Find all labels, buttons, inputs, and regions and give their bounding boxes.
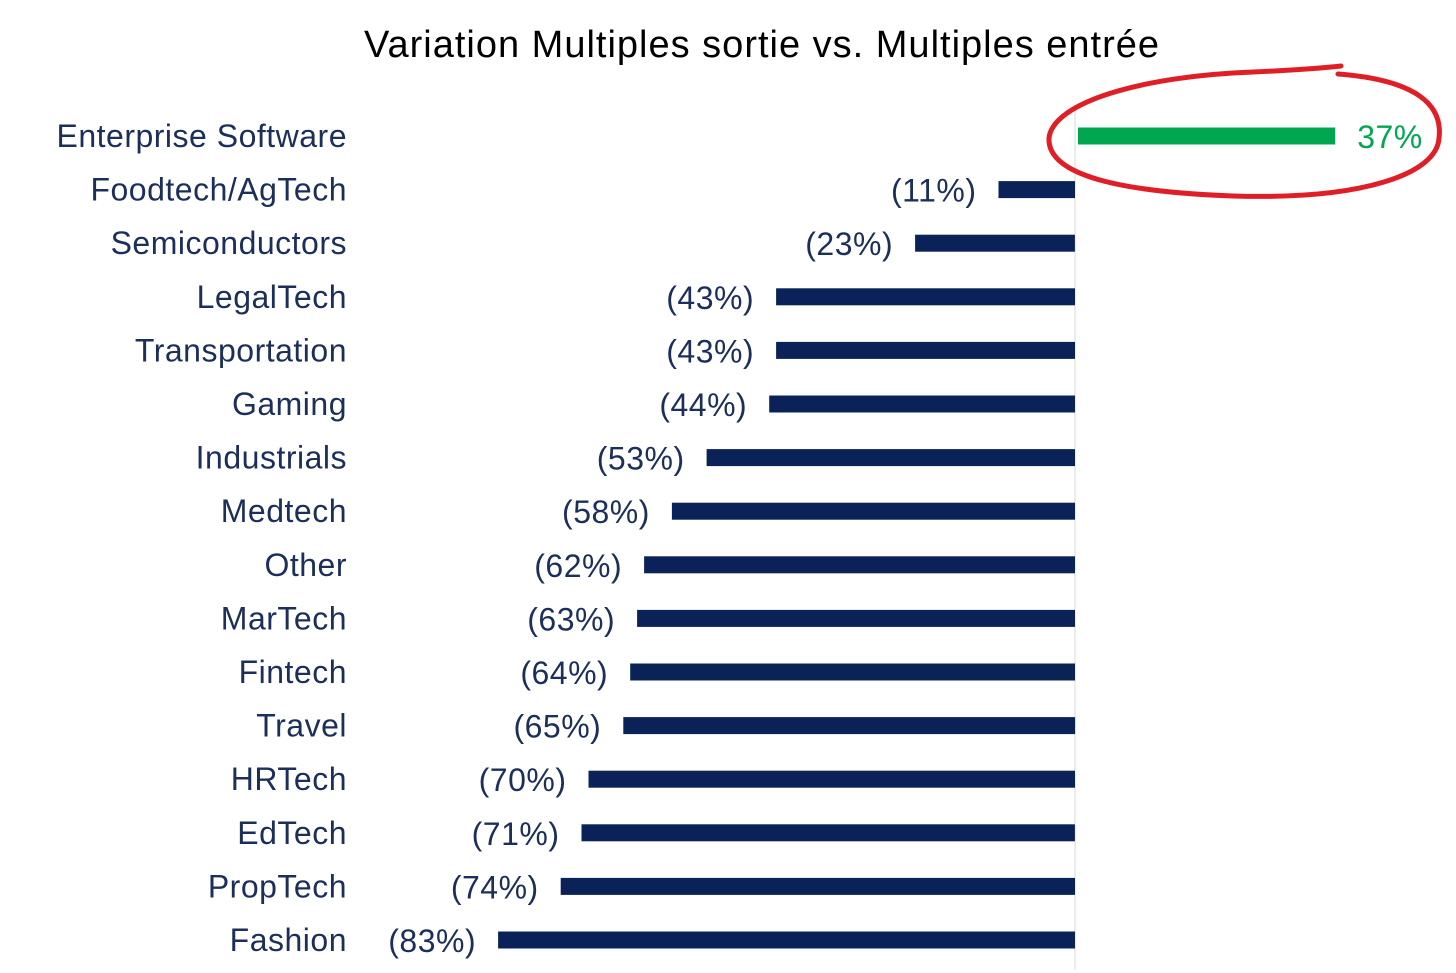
category-label-medtech: Medtech [221, 493, 347, 529]
annotation-layer [1046, 63, 1442, 199]
bar-foodtech-agtech [998, 181, 1075, 199]
bar-martech [637, 609, 1075, 627]
value-labels: 37% (11%) (23%) (43%) (43%) (44%) (53%) (58%) (6… [388, 119, 1423, 959]
category-label-fintech: Fintech [239, 654, 347, 690]
category-labels: Enterprise Software Foodtech/AgTech Semico… [56, 118, 347, 958]
category-label-enterprise-software: Enterprise Software [56, 118, 347, 154]
bar-other [644, 556, 1075, 574]
value-label-edtech: (71%) [472, 816, 560, 852]
bar-transportation [776, 341, 1075, 359]
bar-medtech [671, 502, 1075, 520]
value-label-other: (62%) [534, 548, 622, 584]
bars-layer [498, 127, 1336, 949]
category-label-other: Other [264, 547, 347, 583]
bar-enterprise-software [1078, 127, 1336, 145]
category-label-transportation: Transportation [135, 332, 347, 368]
bar-proptech [560, 877, 1075, 895]
value-label-proptech: (74%) [451, 869, 539, 905]
value-label-enterprise-software: 37% [1357, 119, 1423, 155]
bar-semiconductors [915, 234, 1075, 252]
category-label-proptech: PropTech [208, 868, 347, 904]
bar-industrials [706, 449, 1075, 467]
bar-fintech [630, 663, 1075, 681]
value-label-medtech: (58%) [562, 494, 650, 530]
bar-hrtech [588, 770, 1075, 788]
value-label-hrtech: (70%) [479, 762, 567, 798]
value-label-transportation: (43%) [666, 333, 754, 369]
category-label-gaming: Gaming [232, 386, 347, 422]
bar-fashion [498, 931, 1076, 949]
category-label-hrtech: HRTech [231, 761, 347, 797]
value-label-legaltech: (43%) [666, 280, 754, 316]
value-label-fashion: (83%) [388, 923, 476, 959]
category-label-semiconductors: Semiconductors [111, 225, 347, 261]
bar-travel [623, 717, 1076, 735]
value-label-semiconductors: (23%) [805, 226, 893, 262]
value-label-gaming: (44%) [659, 387, 747, 423]
category-label-edtech: EdTech [237, 815, 347, 851]
category-label-foodtech-agtech: Foodtech/AgTech [90, 172, 347, 208]
bar-legaltech [776, 288, 1075, 306]
value-label-fintech: (64%) [520, 655, 608, 691]
value-label-travel: (65%) [513, 709, 601, 745]
bar-edtech [581, 824, 1075, 842]
category-label-legaltech: LegalTech [197, 279, 347, 315]
chart-title: Variation Multiples sortie vs. Multiples… [364, 24, 1160, 66]
category-label-fashion: Fashion [230, 922, 347, 958]
value-label-industrials: (53%) [597, 441, 685, 477]
value-label-foodtech-agtech: (11%) [891, 173, 976, 209]
category-label-industrials: Industrials [196, 440, 347, 476]
category-label-travel: Travel [256, 708, 347, 744]
bar-gaming [769, 395, 1075, 413]
value-label-martech: (63%) [527, 601, 615, 637]
category-label-martech: MarTech [221, 600, 347, 636]
highlight-circle [1046, 63, 1442, 199]
